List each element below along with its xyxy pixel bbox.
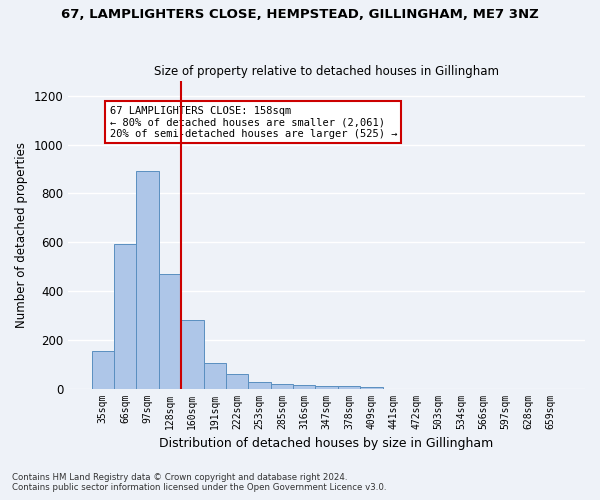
Bar <box>293 386 316 388</box>
Bar <box>181 320 203 388</box>
Bar <box>316 386 338 388</box>
Bar <box>360 387 383 388</box>
X-axis label: Distribution of detached houses by size in Gillingham: Distribution of detached houses by size … <box>160 437 494 450</box>
Bar <box>248 382 271 388</box>
Text: 67 LAMPLIGHTERS CLOSE: 158sqm
← 80% of detached houses are smaller (2,061)
20% o: 67 LAMPLIGHTERS CLOSE: 158sqm ← 80% of d… <box>110 106 397 139</box>
Bar <box>338 386 360 388</box>
Bar <box>136 170 159 388</box>
Title: Size of property relative to detached houses in Gillingham: Size of property relative to detached ho… <box>154 66 499 78</box>
Bar <box>159 274 181 388</box>
Bar <box>92 352 114 389</box>
Bar <box>114 244 136 388</box>
Y-axis label: Number of detached properties: Number of detached properties <box>15 142 28 328</box>
Bar <box>271 384 293 388</box>
Text: Contains HM Land Registry data © Crown copyright and database right 2024.
Contai: Contains HM Land Registry data © Crown c… <box>12 473 386 492</box>
Text: 67, LAMPLIGHTERS CLOSE, HEMPSTEAD, GILLINGHAM, ME7 3NZ: 67, LAMPLIGHTERS CLOSE, HEMPSTEAD, GILLI… <box>61 8 539 20</box>
Bar <box>226 374 248 388</box>
Bar <box>203 363 226 388</box>
